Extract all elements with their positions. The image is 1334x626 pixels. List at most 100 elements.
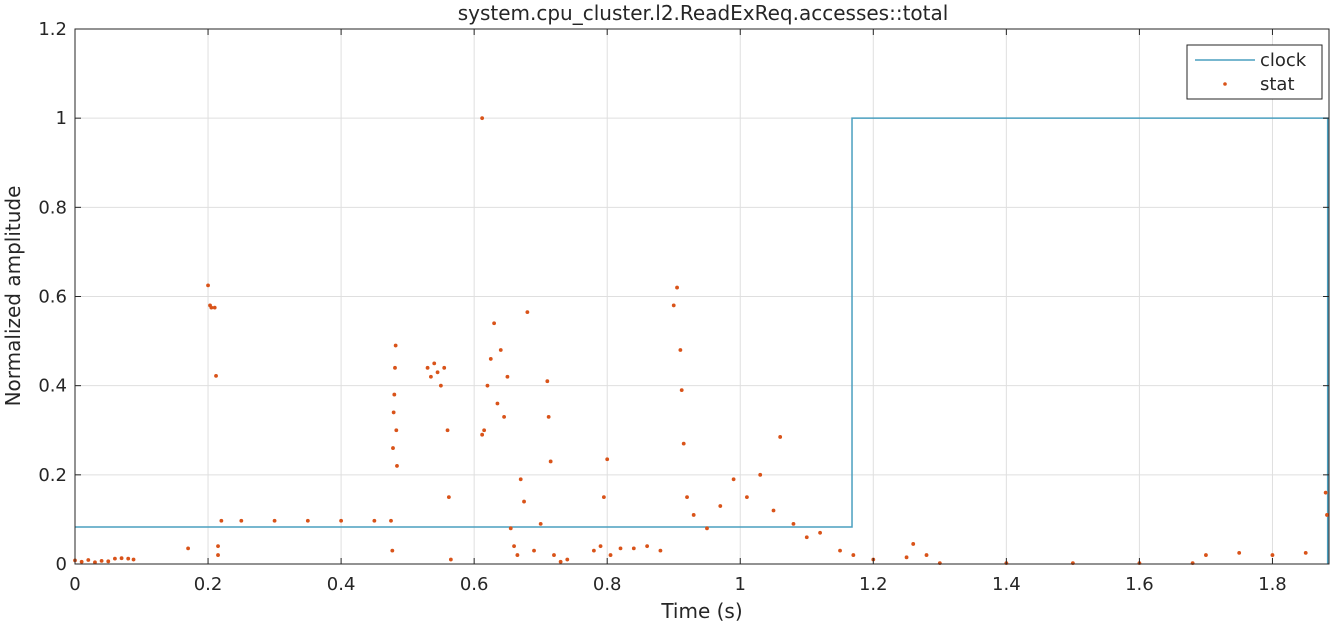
series-stat-point <box>488 357 493 361</box>
series-stat-point <box>106 559 111 564</box>
series-stat-point <box>219 518 224 523</box>
series-stat-point <box>538 521 543 526</box>
series-stat-point <box>394 428 399 433</box>
series-stat-point <box>525 310 530 315</box>
series-stat-point <box>838 548 842 553</box>
series-stat-point <box>448 557 453 562</box>
series-stat-point <box>389 518 393 523</box>
series-stat-point <box>518 477 523 482</box>
series-stat-point <box>495 401 500 406</box>
series-stat-point <box>206 283 210 288</box>
series-stat-point <box>601 495 606 500</box>
series-stat-point <box>212 305 217 310</box>
series-stat-point <box>904 555 909 560</box>
series-stat-point <box>515 553 520 557</box>
series-stat-point <box>546 414 551 419</box>
series-stat-point <box>1270 553 1275 557</box>
series-stat-point <box>393 365 397 370</box>
x-tick-label: 0.6 <box>460 574 489 595</box>
series-stat-point <box>804 535 809 540</box>
chart-title: system.cpu_cluster.l2.ReadExReq.accesses… <box>458 1 949 25</box>
series-stat-point <box>678 348 683 352</box>
series-stat-point <box>851 553 856 557</box>
x-tick-label: 0 <box>69 574 80 595</box>
series-stat-point <box>1325 513 1329 517</box>
series-stat-point <box>691 513 696 517</box>
series-stat-point <box>93 560 97 565</box>
series-stat-point <box>79 559 84 564</box>
series-stat-point <box>778 435 783 439</box>
series-stat-point <box>731 477 736 482</box>
series-stat-point <box>429 374 433 379</box>
series-stat-point <box>480 432 485 437</box>
series-stat-point <box>911 542 916 546</box>
series-stat-point <box>186 546 190 551</box>
x-tick-label: 0.8 <box>593 574 622 595</box>
series-clock-line <box>75 117 1329 564</box>
series-stat-point <box>771 508 776 513</box>
series-stat-point <box>131 557 136 562</box>
series-stat-point <box>1323 490 1328 495</box>
series-stat-point <box>658 548 663 553</box>
series-stat-point <box>239 518 244 523</box>
series-stat-point <box>390 548 395 553</box>
series-stat-point <box>446 495 451 500</box>
series-stat-point <box>791 521 796 526</box>
x-tick-label: 1.8 <box>1258 574 1287 595</box>
series-stat-point <box>339 518 344 523</box>
y-tick-label: 1 <box>56 108 67 129</box>
series-stat-point <box>119 556 124 561</box>
x-tick-label: 1.6 <box>1125 574 1154 595</box>
series-stat-point <box>126 556 131 561</box>
y-tick-label: 0 <box>56 554 67 575</box>
series-stat-point <box>681 441 686 446</box>
series-stat-point <box>435 370 440 375</box>
y-tick-label: 1.2 <box>38 19 67 40</box>
series-stat-point <box>1204 553 1208 557</box>
series-stat-point <box>671 303 676 308</box>
series-stat-point <box>480 116 485 121</box>
x-tick-label: 1.4 <box>992 574 1021 595</box>
series-stat-point <box>545 379 550 384</box>
series-stat-point <box>631 546 636 551</box>
series-stat-point <box>718 504 723 508</box>
series-stat-point <box>608 553 613 557</box>
series-stat-point <box>548 459 553 464</box>
y-tick-label: 0.8 <box>38 197 67 218</box>
series-stat-point <box>605 457 610 462</box>
series-stat-point <box>1303 550 1308 555</box>
series-stat-point <box>505 374 510 379</box>
series-stat-point <box>552 553 556 557</box>
series-stat-point <box>209 305 214 310</box>
series-stat-point <box>512 544 516 549</box>
series-stat-point <box>86 558 91 562</box>
series-stat-point <box>391 410 396 415</box>
series-stat-point <box>522 499 526 504</box>
series-stat-point <box>442 365 447 370</box>
legend-stat-label: stat <box>1260 74 1295 95</box>
series-stat-point <box>924 553 929 557</box>
series-stat-point <box>99 558 104 563</box>
legend: clock stat <box>1186 44 1323 100</box>
series-stat-point <box>645 544 650 549</box>
x-axis-label: Time (s) <box>660 599 742 623</box>
series-stat-point <box>679 388 684 393</box>
series-stat-point <box>485 383 490 388</box>
series-stat-point <box>591 548 596 553</box>
series-stat-point <box>565 557 570 562</box>
legend-box <box>1186 44 1323 100</box>
series-stat-point <box>1237 550 1242 555</box>
series-stat-point <box>445 428 450 433</box>
series-stat-point <box>492 321 497 326</box>
x-tick-label: 0.4 <box>327 574 356 595</box>
series-stat-point <box>438 383 443 388</box>
series-stat-point <box>685 495 689 500</box>
series-stat-point <box>705 526 709 531</box>
legend-clock-label: clock <box>1260 50 1307 71</box>
series-stat-point <box>113 556 117 561</box>
y-tick-label: 0.6 <box>38 287 67 308</box>
series-stat-point <box>392 392 397 397</box>
series-stat-point <box>818 530 822 535</box>
y-tick-label: 0.4 <box>38 376 67 397</box>
